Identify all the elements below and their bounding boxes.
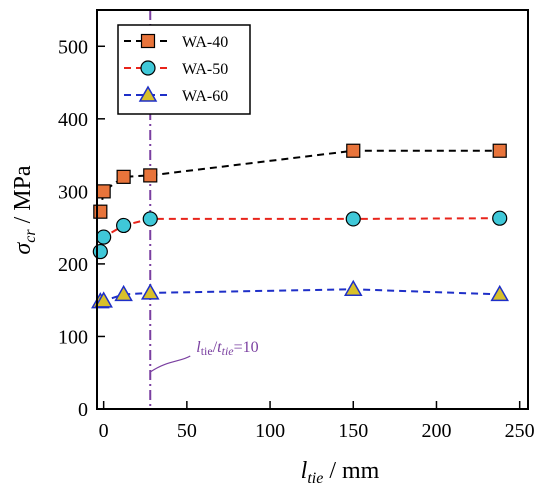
data-point-wa-60 (114, 284, 133, 302)
y-axis-title-unit: / MPa (10, 165, 36, 229)
y-tick-label: 100 (58, 326, 88, 348)
data-point-wa-40 (492, 143, 507, 158)
legend-box (117, 24, 251, 115)
data-point-wa-50 (96, 229, 112, 245)
y-tick-label: 400 (58, 109, 88, 131)
data-point-wa-40 (346, 143, 361, 158)
x-tick-label: 50 (177, 420, 197, 442)
data-point-wa-50 (92, 243, 108, 260)
annot-l-sub: tie (201, 344, 213, 358)
data-point-wa-50 (116, 217, 132, 234)
y-tick-label: 300 (58, 181, 88, 203)
x-axis-title-main: l (301, 458, 308, 484)
data-point-wa-60 (343, 279, 363, 297)
x-tick-label: 100 (255, 420, 285, 442)
y-tick-label: 0 (78, 399, 88, 421)
annot-t: t (217, 339, 222, 356)
data-point-wa-60 (490, 284, 510, 302)
x-axis-ticks: 0 50 100 150 200 250 (99, 401, 535, 442)
legend-label: WA-50 (182, 61, 228, 78)
plot-frame (96, 9, 529, 410)
series-markers (91, 143, 510, 309)
series-line-wa-40 (99, 149, 500, 212)
reference-annotation-leader (149, 355, 191, 373)
data-point-wa-50 (492, 210, 508, 226)
data-point-wa-60 (94, 291, 113, 308)
annot-value: =10 (234, 339, 259, 356)
y-axis-ticks: 0 100 200 300 400 500 (58, 36, 105, 421)
reference-annotation: ltie/ttie=10 (196, 339, 258, 358)
data-point-wa-40 (96, 184, 111, 199)
data-point-wa-40 (143, 168, 158, 183)
x-tick-label: 150 (338, 420, 368, 442)
legend-label: WA-60 (182, 88, 228, 105)
y-tick-label: 500 (58, 36, 88, 58)
x-tick-label: 250 (505, 420, 535, 442)
legend-marker (140, 60, 156, 76)
legend-marker (138, 85, 158, 102)
series-line-wa-50 (99, 217, 500, 252)
annot-slash: / (213, 339, 218, 356)
x-axis-title-unit: / mm (323, 458, 379, 484)
series-line-wa-60 (100, 288, 500, 303)
legend-label: WA-40 (182, 34, 228, 51)
legend-marker (140, 33, 156, 49)
annot-l: l (196, 339, 201, 356)
x-axis-title: ltie / mm (301, 458, 380, 487)
data-point-wa-50 (345, 211, 361, 227)
data-point-wa-40 (116, 169, 131, 184)
data-point-wa-40 (93, 204, 108, 219)
y-axis-title-main: σ (10, 242, 36, 255)
y-tick-label: 200 (58, 254, 88, 276)
y-axis-title-sub: cr (22, 229, 39, 243)
legend: WA-40 WA-50 WA-60 (117, 24, 251, 115)
y-axis-title: σcr / MPa (10, 165, 39, 255)
x-tick-label: 0 (99, 420, 109, 442)
data-point-wa-50 (142, 211, 158, 227)
annot-t-sub: tie (222, 344, 235, 358)
x-tick-label: 200 (421, 420, 451, 442)
data-point-wa-60 (140, 283, 160, 300)
x-axis-title-sub: tie (307, 470, 323, 487)
series-lines (99, 149, 500, 303)
